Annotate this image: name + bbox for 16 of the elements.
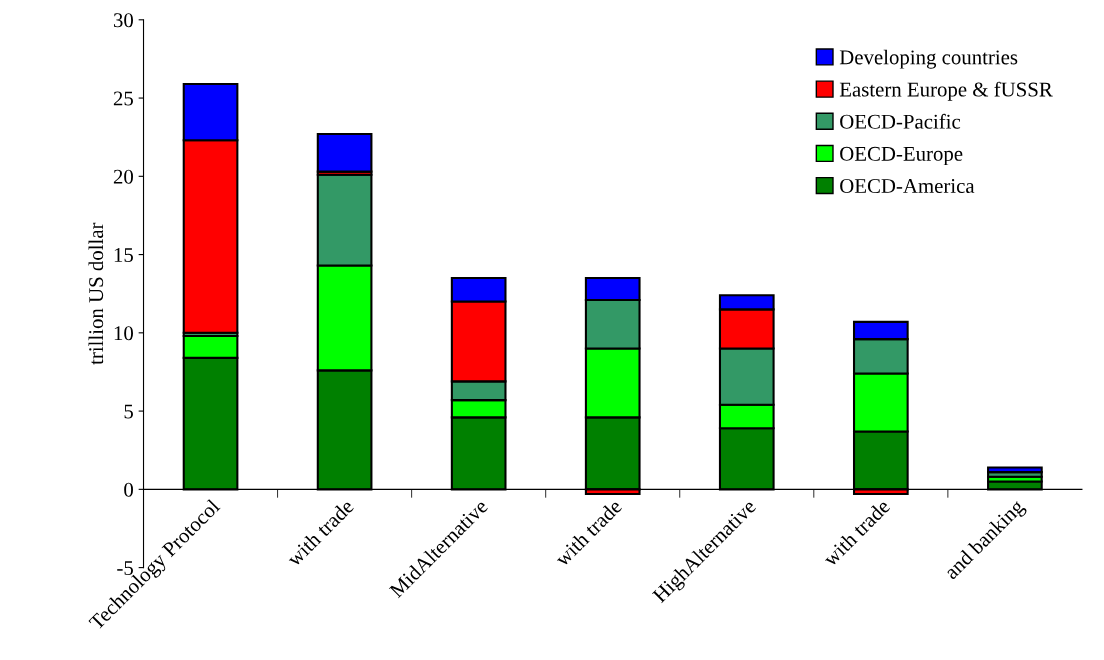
y-axis-title: trillion US dollar — [88, 222, 104, 365]
legend-label: OECD-Europe — [840, 146, 963, 166]
y-tick-label: 20 — [113, 169, 133, 184]
x-tick-label: with trade — [821, 498, 891, 568]
legend-label: Developing countries — [839, 49, 1018, 69]
y-tick-label: 15 — [114, 248, 133, 262]
y-tick-label: 25 — [113, 91, 133, 106]
legend-label: Eastern Europe & fUSSR — [839, 81, 1053, 101]
x-tick-label: with trade — [285, 498, 355, 568]
y-tick-label: 30 — [113, 13, 133, 28]
y-tick-label: 0 — [124, 482, 133, 497]
legend-label: OECD-America — [840, 179, 975, 194]
y-tick-label: 5 — [124, 404, 133, 419]
x-tick-label: with trade — [553, 498, 623, 568]
legend-label: OECD-Pacific — [840, 113, 961, 129]
y-tick-label: 10 — [114, 326, 133, 341]
